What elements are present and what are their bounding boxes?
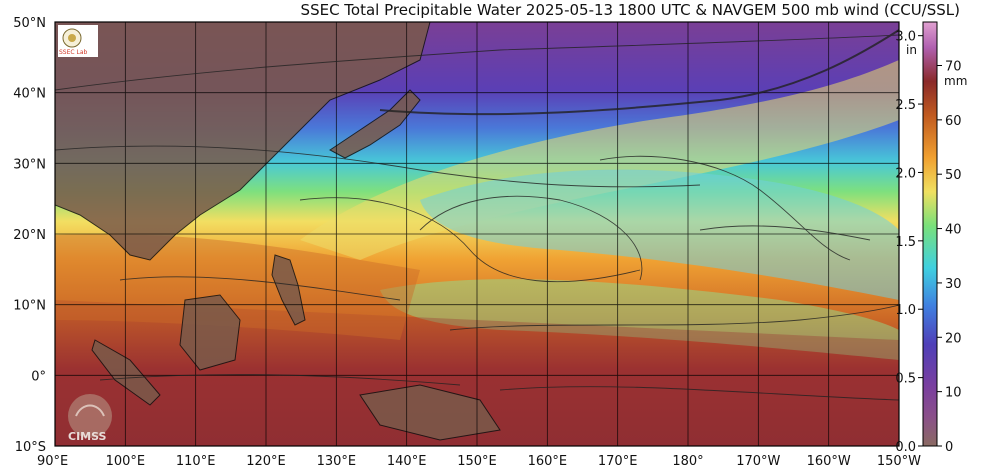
- cimss-swirl-icon: [75, 404, 105, 417]
- ssec-logo-text: SSEC Lab: [59, 49, 88, 56]
- colorbar-mm-label: 30: [945, 277, 962, 292]
- colorbar-mm-label: 10: [945, 386, 962, 401]
- cimss-logo: CIMSS: [68, 394, 112, 443]
- colorbar-mm-ticks: 70 60 50 40 30 20 10 0: [937, 59, 962, 455]
- streamline: [55, 34, 899, 91]
- longitude-label: 120°E: [246, 454, 286, 469]
- longitude-label: 180°: [672, 454, 703, 469]
- latitude-label: 20°N: [13, 228, 46, 243]
- longitude-label: 100°E: [106, 454, 146, 469]
- streamline: [99, 374, 461, 386]
- latitude-label: 40°N: [13, 87, 46, 102]
- land-borneo: [179, 294, 241, 371]
- colorbar-mm-label: 60: [945, 114, 962, 129]
- streamline: [55, 145, 701, 188]
- longitude-label: 150°W: [877, 454, 921, 469]
- longitude-label: 140°E: [387, 454, 427, 469]
- latitude-label: 0°: [31, 369, 46, 384]
- colorbar-inch-ticks: 3.0 2.5 2.0 1.5 1.0 0.5 0.0: [895, 30, 923, 455]
- land-newguinea: [359, 384, 501, 441]
- cimss-logo-text: CIMSS: [68, 430, 107, 443]
- map-title: SSEC Total Precipitable Water 2025-05-13…: [300, 1, 960, 19]
- colorbar-inch-label: 1.5: [895, 235, 916, 250]
- colorbar-mm-label: 20: [945, 331, 962, 346]
- colorbar-ramp: [922, 21, 938, 447]
- longitude-label: 130°E: [317, 454, 357, 469]
- colorbar-mm-label: 70: [945, 59, 962, 74]
- colorbar-inch-label: 0.5: [895, 372, 916, 387]
- longitude-label: 160°W: [807, 454, 851, 469]
- colorbar: in mm 3.0 2.5 2.0 1.5 1.0 0.5 0.0 70 60 50 40 30 20…: [895, 21, 967, 455]
- latitude-label: 10°S: [15, 440, 46, 455]
- jet-stream: [379, 29, 899, 116]
- longitude-labels: 90°E 100°E 110°E 120°E 130°E 140°E 150°E 160°E 1…: [37, 454, 921, 469]
- land-philippines: [271, 254, 306, 326]
- green-band: [380, 279, 899, 360]
- colorbar-inch-label: 0.0: [895, 440, 916, 455]
- dry-tongue: [420, 169, 899, 300]
- streamline: [599, 155, 851, 261]
- longitude-label: 90°E: [37, 454, 68, 469]
- latitude-label: 10°N: [13, 299, 46, 314]
- longitude-label: 170°E: [598, 454, 638, 469]
- longitude-label: 160°E: [528, 454, 568, 469]
- streamline: [449, 304, 899, 331]
- latitude-label: 50°N: [13, 16, 46, 31]
- streamline: [699, 225, 871, 241]
- colorbar-inch-label: 2.0: [895, 166, 916, 181]
- streamline: [119, 276, 401, 301]
- warm-pool: [55, 234, 420, 340]
- latitude-label: 30°N: [13, 157, 46, 172]
- latitude-labels: 50°N 40°N 30°N 20°N 10°N 0° 10°S: [13, 16, 46, 455]
- cimss-globe-icon: [68, 394, 112, 438]
- ssec-logo: SSEC Lab: [58, 25, 98, 57]
- colorbar-mm-label: 50: [945, 168, 962, 183]
- colorbar-unit-mm: mm: [944, 74, 967, 88]
- land-sumatra: [91, 339, 161, 406]
- land-japan: [329, 89, 421, 159]
- longitude-label: 110°E: [176, 454, 216, 469]
- colorbar-inch-label: 3.0: [895, 30, 916, 45]
- colorbar-mm-label: 40: [945, 223, 962, 238]
- longitude-label: 170°W: [736, 454, 780, 469]
- colorbar-inch-label: 2.5: [895, 98, 916, 113]
- colorbar-unit-in: in: [906, 43, 917, 57]
- colorbar-inch-label: 1.0: [895, 303, 916, 318]
- wind-streamlines: [55, 29, 899, 401]
- streamline: [299, 197, 641, 283]
- longitude-label: 150°E: [457, 454, 497, 469]
- streamline: [419, 195, 643, 281]
- streamline: [499, 386, 899, 401]
- map-frame: [54, 21, 900, 447]
- ssec-seal-inner: [68, 34, 76, 42]
- colorbar-mm-label: 0: [945, 440, 953, 455]
